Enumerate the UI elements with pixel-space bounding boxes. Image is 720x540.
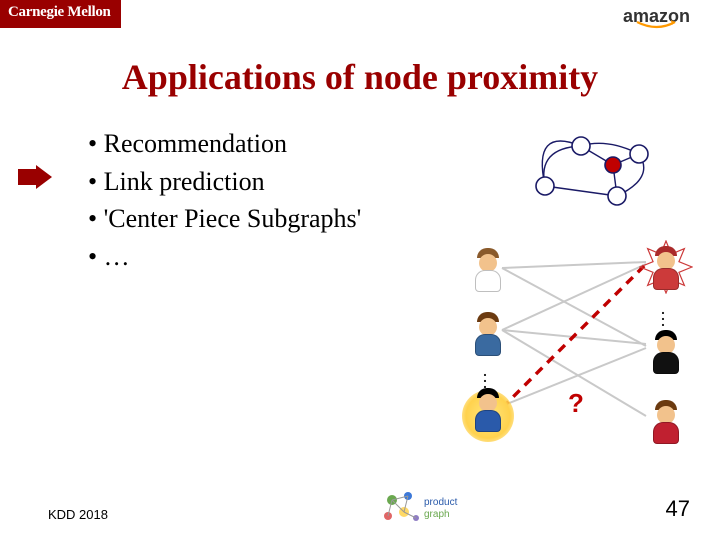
amazon-smile-icon (635, 20, 680, 30)
amazon-logo: amazon (623, 6, 690, 27)
bullet-list: Recommendation Link prediction 'Center P… (88, 125, 361, 276)
right-person-icon (648, 400, 684, 444)
bipartite-diagram: ? ··· ··· (448, 240, 698, 450)
slide-title: Applications of node proximity (0, 56, 720, 98)
slide-header: Carnegie Mellon amazon (0, 0, 720, 42)
page-number: 47 (666, 496, 690, 522)
proximity-graph-diagram (507, 118, 662, 218)
bullet-item: Link prediction (88, 163, 361, 201)
cmu-logo: Carnegie Mellon (0, 0, 121, 28)
slide-footer: KDD 2018 47 (48, 496, 690, 522)
bullet-item: … (88, 238, 361, 276)
ellipsis-dots: ··· (482, 372, 488, 390)
left-person-icon (470, 248, 506, 292)
bullet-item: 'Center Piece Subgraphs' (88, 200, 361, 238)
ellipsis-dots: ··· (660, 310, 666, 328)
right-person-icon (648, 246, 684, 290)
bullet-item: Recommendation (88, 125, 361, 163)
right-person-icon (648, 330, 684, 374)
cmu-text: Carnegie Mellon (8, 4, 111, 21)
footer-venue: KDD 2018 (48, 507, 108, 522)
left-person-icon (470, 388, 506, 432)
pointer-arrow-icon (18, 165, 52, 189)
question-mark: ? (568, 388, 584, 419)
left-person-icon (470, 312, 506, 356)
